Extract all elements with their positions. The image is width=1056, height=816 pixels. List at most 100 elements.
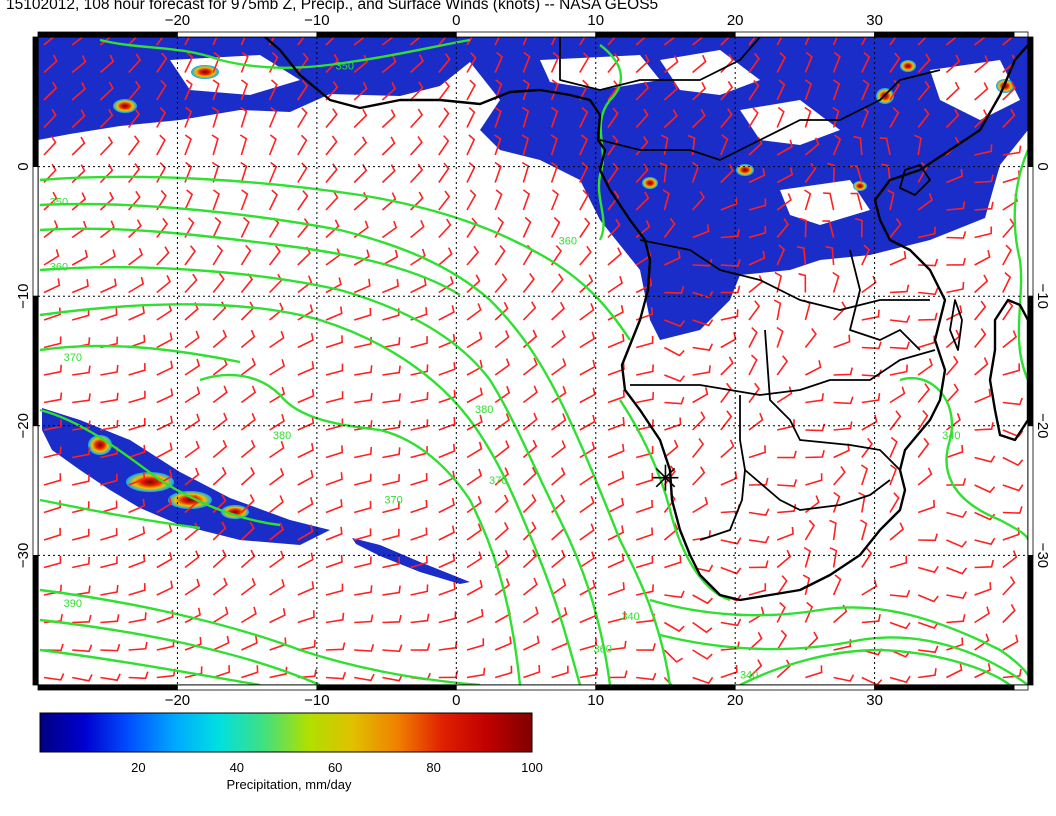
wind-barb [889,107,900,128]
wind-barb [551,301,565,321]
wind-barb [636,584,654,596]
axis-bar-right [1027,555,1034,686]
wind-barb [692,496,709,514]
wind-barb [410,54,424,74]
wind-barb [607,553,625,569]
wind-barb [128,554,146,569]
wind-barb [551,494,566,514]
wind-barb [71,192,87,211]
wind-barb [100,500,118,514]
wind-barb [212,577,228,596]
wind-barb [71,308,90,321]
contour-line [619,399,731,602]
wind-barb [974,357,989,376]
wind-barb [212,385,228,404]
wind-barb [579,579,596,596]
wind-barb [804,51,813,73]
contour-label: 340 [942,430,960,442]
wind-barb [156,107,167,128]
wind-barb [579,162,589,183]
wind-barb [635,277,653,294]
wind-barb [297,524,314,541]
wind-barb [833,674,855,682]
wind-barb [184,636,202,651]
wind-barb [776,193,792,211]
wind-barb [156,415,173,431]
wind-barb [523,664,541,679]
wind-barb [607,162,619,183]
contour-label: 370 [489,475,507,487]
wind-barb [382,556,401,569]
wind-barb [43,527,62,541]
contour-label: 350 [50,196,68,208]
wind-barb [410,499,428,514]
axis-bar-bottom [874,684,1015,691]
wind-barb [776,37,783,46]
wind-barb [410,392,429,404]
wind-barb [889,284,910,294]
wind-barb [523,635,540,651]
wind-barb [635,336,654,349]
wind-barb [100,392,119,404]
contour-label: 360 [754,721,772,733]
wind-barb [832,134,842,156]
wind-barb [973,300,987,321]
axis-tick-labels: −20 −20 −10 −10 0 0 10 10 20 20 30 30 0 0 −10 −10 −20 −20… [15,12,1051,709]
wind-barb [1002,550,1018,569]
wind-barb [833,367,853,376]
wind-barb [832,271,840,293]
wind-barb [522,273,535,293]
wind-barb [466,387,483,404]
wind-barb [748,477,769,486]
wind-barb [438,37,447,46]
wind-barb [99,136,114,156]
axis-bar-bottom [734,684,876,691]
wind-barb [635,37,647,46]
wind-barb [889,555,908,569]
wind-barb [861,579,878,596]
wind-barb [664,396,685,405]
wind-barb [72,447,91,459]
wind-barb [692,343,714,351]
wind-barb [664,590,685,599]
wind-barb [184,666,203,679]
wind-barb [579,331,596,349]
wind-barb [832,574,842,596]
wind-barb [776,575,788,596]
wind-barb [522,79,530,101]
wind-barb [269,302,284,321]
wind-barb [946,169,963,184]
wind-barb [748,412,764,431]
wind-barb [607,497,625,514]
wind-barb [664,286,685,294]
wind-barb [773,299,782,321]
wind-barb [184,245,197,266]
wind-barb [1002,668,1022,679]
wind-barb [127,135,140,156]
contour-label: 380 [475,404,493,416]
wind-barb [212,216,222,238]
wind-barb [799,217,807,238]
wind-barb [43,136,57,156]
wind-barb [917,335,936,349]
wind-barb [382,393,401,404]
wind-barb [381,192,397,211]
wind-barb [382,420,401,431]
axis-bar-bottom [316,684,457,691]
wind-barb [663,649,684,663]
wind-barb [748,535,770,544]
wind-barb [720,356,734,376]
wind-barb [438,135,450,156]
wind-barb [889,436,898,458]
wind-barb [1002,506,1023,514]
wind-barb [1002,484,1024,492]
wind-barb [748,445,767,459]
wind-barb [692,411,706,431]
wind-barb [692,290,714,299]
wind-barb [974,55,989,74]
wind-barb [297,275,313,294]
wind-barb [748,606,765,624]
wind-barb [692,387,709,404]
wind-barb [211,106,220,128]
axis-bar-left [32,555,39,686]
